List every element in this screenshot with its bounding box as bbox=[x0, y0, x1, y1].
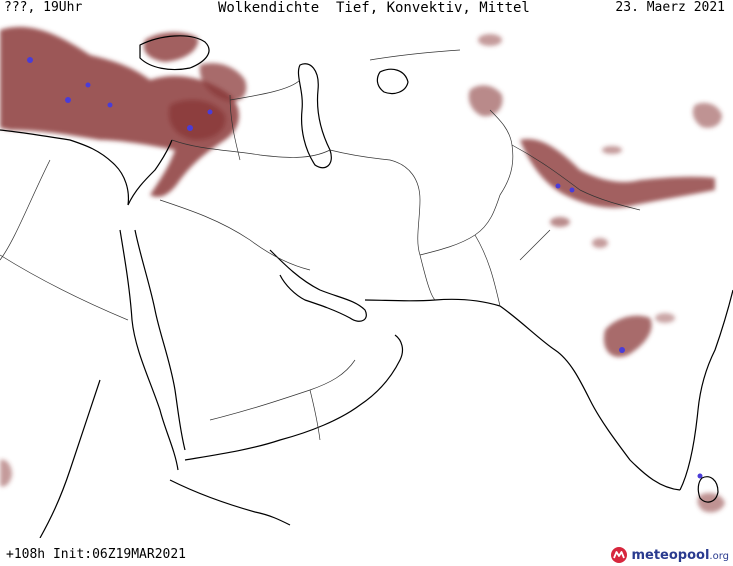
cloud-area-yemen bbox=[655, 313, 675, 323]
cloud-area-northeast bbox=[692, 102, 722, 128]
convective-cell bbox=[697, 473, 703, 479]
cloud-area-pakistan bbox=[550, 217, 570, 227]
cloud-density-layer bbox=[0, 26, 725, 513]
border-line bbox=[474, 234, 501, 307]
coastline-mediterranean bbox=[0, 129, 130, 206]
coastline-persian-gulf bbox=[269, 249, 367, 322]
cloud-area-caucasus bbox=[199, 63, 247, 102]
cloud-area-mediterranean bbox=[0, 26, 240, 197]
cloud-area-tibet bbox=[602, 146, 622, 154]
logo-suffix: .org bbox=[709, 550, 729, 562]
border-line bbox=[369, 49, 461, 61]
border-line bbox=[209, 359, 356, 421]
coastline-caspian bbox=[297, 63, 332, 169]
convective-cell bbox=[187, 125, 193, 131]
border-line bbox=[229, 79, 301, 101]
weather-map bbox=[0, 26, 733, 538]
convective-cell bbox=[27, 57, 33, 63]
convective-cell bbox=[107, 102, 113, 108]
coastline-aral bbox=[376, 68, 409, 95]
border-line bbox=[309, 389, 321, 441]
coastline-india-east bbox=[679, 289, 733, 491]
border-line bbox=[489, 109, 514, 196]
cloud-area-himalaya bbox=[520, 139, 715, 208]
coastline-iran-south bbox=[364, 298, 501, 307]
meteopool-logo[interactable]: meteopool.org bbox=[610, 546, 729, 564]
border-line bbox=[511, 144, 641, 211]
meteopool-logo-icon bbox=[611, 547, 628, 563]
border-line bbox=[419, 194, 501, 256]
convective-cell bbox=[65, 97, 71, 103]
border-layer bbox=[0, 49, 641, 441]
coastline-layer bbox=[0, 35, 733, 538]
forecast-date-label: 23. Maerz 2021 bbox=[615, 0, 725, 15]
cloud-area-india-central bbox=[603, 315, 652, 358]
border-line bbox=[0, 254, 129, 321]
cloud-area-africa-west bbox=[0, 459, 12, 487]
coastline-srilanka bbox=[697, 476, 719, 503]
border-line bbox=[159, 199, 311, 271]
model-run-info: +108h Init:06Z19MAR2021 bbox=[6, 547, 187, 562]
cloud-area-blacksea bbox=[143, 32, 199, 62]
convective-cell bbox=[555, 183, 561, 189]
coastline-india-west bbox=[499, 305, 681, 491]
cloud-area-turkey-east bbox=[168, 99, 226, 140]
cloud-area-kazakh bbox=[478, 34, 502, 46]
convective-cell bbox=[207, 109, 213, 115]
logo-name: meteopool bbox=[631, 547, 710, 563]
border-line bbox=[419, 254, 436, 301]
coastline-red-sea-west bbox=[119, 229, 179, 471]
border-line bbox=[329, 149, 421, 256]
convective-cell bbox=[619, 347, 625, 353]
coastline-africa-east bbox=[39, 379, 101, 538]
coastline-africa-horn bbox=[169, 479, 291, 526]
cloud-area-srilanka bbox=[697, 492, 725, 513]
border-line bbox=[171, 139, 331, 158]
border-line bbox=[229, 94, 241, 161]
border-line bbox=[0, 159, 51, 261]
forecast-time-label: ???, 19Uhr bbox=[4, 0, 83, 15]
coastline-levant bbox=[127, 139, 173, 206]
cloud-area-india-east bbox=[592, 238, 608, 248]
convective-cell bbox=[569, 187, 575, 193]
convective-cells-layer bbox=[27, 57, 703, 479]
coastline-red-sea-east bbox=[134, 229, 186, 451]
border-line bbox=[519, 229, 551, 261]
cloud-area-central-asia bbox=[468, 85, 503, 117]
map-title: Wolkendichte Tief, Konvektiv, Mittel bbox=[218, 0, 530, 16]
convective-cell bbox=[85, 82, 91, 88]
coastline-blacksea bbox=[139, 35, 210, 71]
coastline-arabia-south bbox=[184, 334, 404, 461]
